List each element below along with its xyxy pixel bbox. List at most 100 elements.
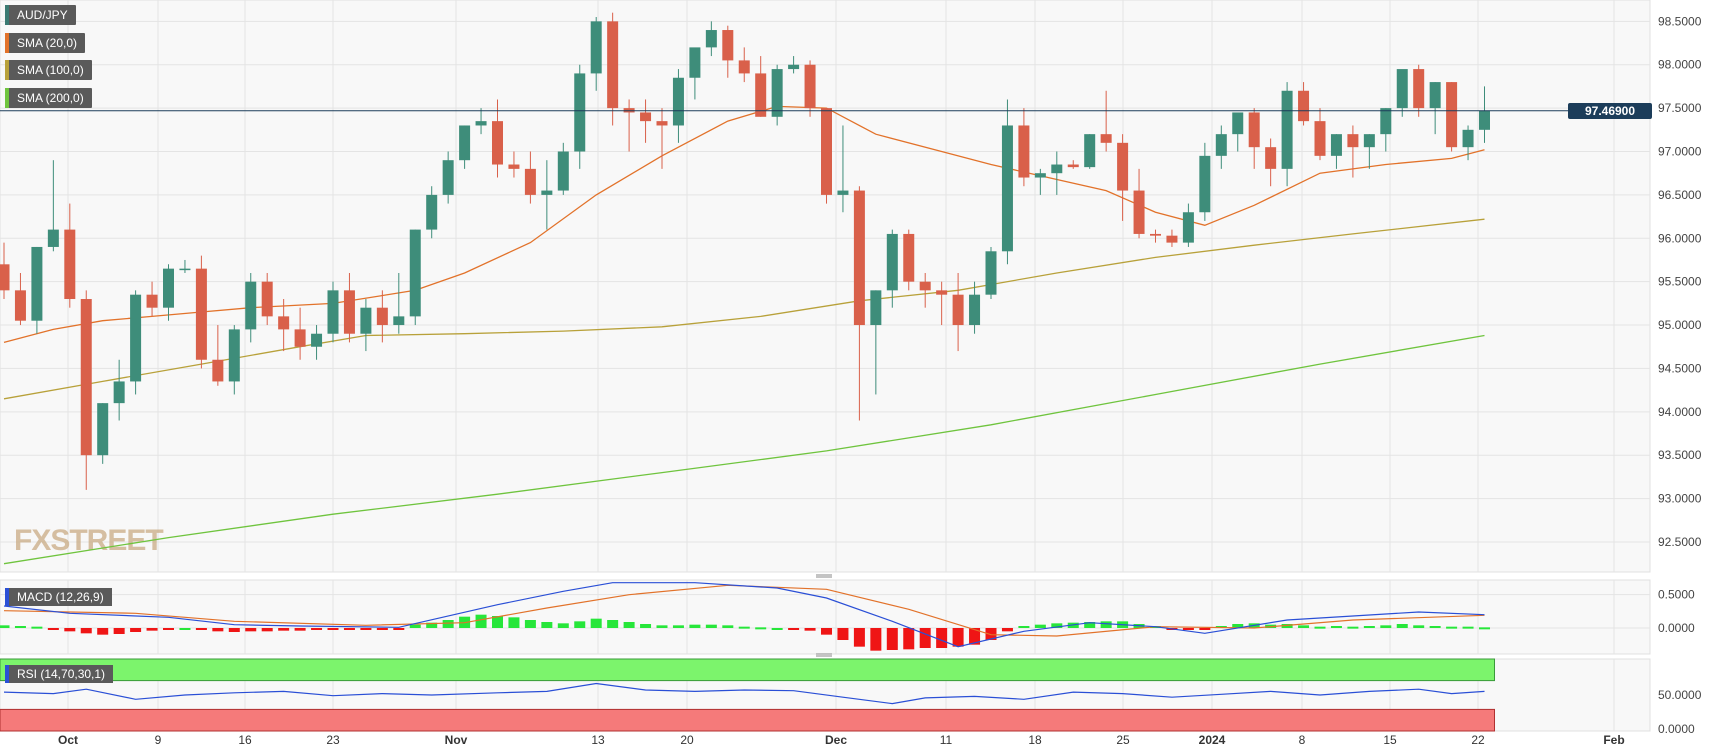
time-tick-label: 13 <box>591 733 605 747</box>
legend-item-sma200[interactable]: SMA (200,0) <box>5 88 92 108</box>
legend-label: AUD/JPY <box>17 8 68 22</box>
candle-body <box>393 316 405 326</box>
candle <box>771 64 783 126</box>
candle-body <box>343 290 355 334</box>
pane-separator-1[interactable] <box>814 574 834 579</box>
candle-body <box>524 168 536 195</box>
sma100-line <box>3 218 1485 400</box>
candle-body <box>738 60 750 74</box>
price-tick-label: 96.5000 <box>1658 188 1702 202</box>
price-tick-label: 95.5000 <box>1658 275 1702 289</box>
candle-body <box>1018 125 1030 178</box>
candle <box>1363 134 1375 169</box>
legend-item-symbol[interactable]: AUD/JPY <box>5 5 76 25</box>
macd-label[interactable]: MACD (12,26,9) <box>5 588 112 606</box>
candle-body <box>689 47 701 78</box>
candle-body <box>426 194 438 230</box>
candle <box>1084 134 1096 169</box>
candle-body <box>1330 134 1342 156</box>
price-tick-label: 94.0000 <box>1658 405 1702 419</box>
candle <box>409 229 421 326</box>
candle-body <box>1248 112 1260 148</box>
price-tick-label: 93.0000 <box>1658 492 1702 506</box>
candle-body <box>492 121 503 165</box>
candle-body <box>459 125 471 161</box>
legend-swatch <box>5 88 9 108</box>
candle-body <box>672 77 684 126</box>
macd-hist-bar <box>261 628 273 632</box>
candle <box>360 299 372 352</box>
macd-hist-bar <box>870 628 882 651</box>
macd-pane[interactable]: 0.0000 0.5000 <box>0 579 1695 655</box>
price-tick-label: 92.5000 <box>1658 535 1702 549</box>
legend-item-sma100[interactable]: SMA (100,0) <box>5 60 92 80</box>
candle-body <box>936 290 948 295</box>
candle-body <box>1462 129 1474 148</box>
pane-separator-2[interactable] <box>816 653 832 657</box>
candle <box>261 272 273 326</box>
candle-body <box>705 30 717 48</box>
candle-body <box>1347 134 1359 148</box>
time-tick-label: 25 <box>1116 733 1130 747</box>
macd-path <box>3 582 1485 648</box>
candle <box>1298 82 1310 126</box>
time-tick-label: Oct <box>58 733 78 747</box>
candle-body <box>1084 134 1096 168</box>
candle-body <box>771 69 783 117</box>
time-tick-label: 16 <box>238 733 252 747</box>
candle-body <box>360 307 372 334</box>
time-axis: Oct 9 16 23 Nov 13 20 Dec 11 18 25 2024 8 15 22 Feb <box>58 733 1625 747</box>
candle-body <box>837 190 849 195</box>
candle-body <box>163 268 174 308</box>
candle-body <box>574 73 586 152</box>
candle <box>837 125 849 213</box>
candle-body <box>903 233 915 282</box>
candle-body <box>804 64 816 109</box>
time-tick-label: 18 <box>1028 733 1042 747</box>
macd-hist-bar <box>278 628 290 631</box>
candle-body <box>1133 190 1145 234</box>
macd-hist-bar <box>541 622 553 628</box>
macd-hist-bar <box>804 628 816 631</box>
candle <box>1166 229 1178 247</box>
macd-hist-bar <box>508 617 520 628</box>
candle <box>47 160 59 252</box>
candle-body <box>1150 233 1161 236</box>
sma200-line <box>3 334 1485 565</box>
time-tick-label: 2024 <box>1199 733 1226 747</box>
macd-hist-bar <box>0 625 10 628</box>
macd-label-text: MACD (12,26,9) <box>17 590 104 604</box>
macd-tick-label: 0.0000 <box>1658 621 1695 635</box>
rsi-axis: 0.0000 50.0000 <box>1658 688 1702 736</box>
legend-item-sma20[interactable]: SMA (20,0) <box>5 33 86 53</box>
candle <box>853 186 865 421</box>
macd-signal-line <box>3 584 1485 637</box>
candle-body <box>886 233 898 291</box>
price-tick-label: 94.5000 <box>1658 361 1702 375</box>
macd-hist-bar <box>393 628 405 630</box>
candle-body <box>245 281 257 330</box>
rsi-label[interactable]: RSI (14,70,30,1) <box>5 665 114 683</box>
candle <box>278 299 290 352</box>
macd-hist-bar <box>1298 625 1310 628</box>
candle-body <box>607 21 619 109</box>
candle-body <box>853 190 865 326</box>
candle <box>1117 134 1129 221</box>
sma200-path <box>3 334 1485 565</box>
candle-body <box>952 294 964 326</box>
candle <box>1429 82 1441 135</box>
candle-body <box>327 290 339 334</box>
candle <box>327 281 339 343</box>
macd-hist-bar <box>1314 626 1326 629</box>
candle-body <box>788 64 800 70</box>
main-pane[interactable]: 92.5000 93.0000 93.5000 94.0000 94.5000 95.00… <box>0 0 1702 573</box>
candle <box>1215 125 1227 169</box>
time-tick-label: Feb <box>1603 733 1624 747</box>
candle-body <box>47 229 59 247</box>
macd-hist-bar <box>64 628 76 632</box>
macd-hist-bar <box>672 625 684 628</box>
rsi-pane[interactable]: 0.0000 50.0000 <box>0 658 1702 736</box>
candle-body <box>1314 121 1326 156</box>
candle <box>426 186 438 239</box>
time-tick-label: Dec <box>825 733 847 747</box>
